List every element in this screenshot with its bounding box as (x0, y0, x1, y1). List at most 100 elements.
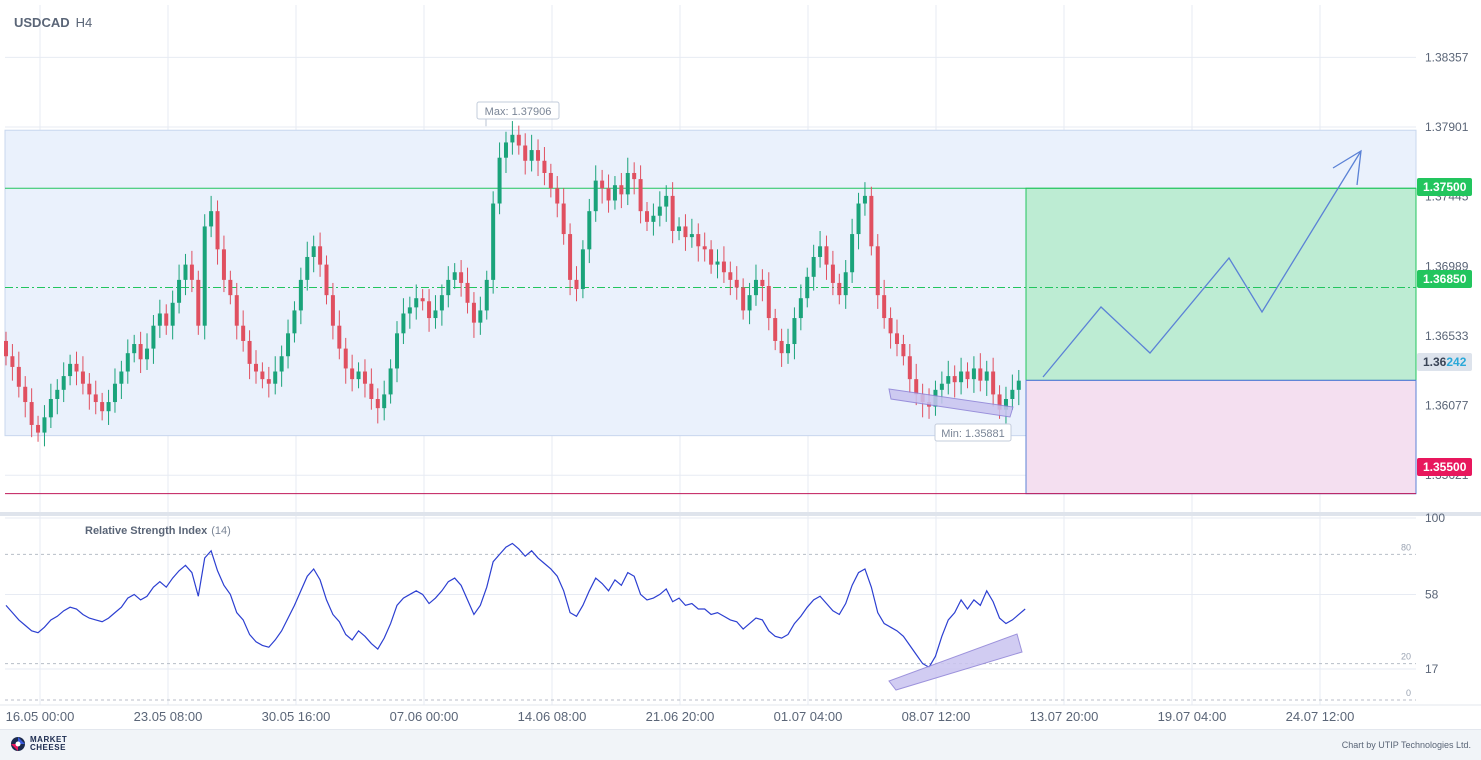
time-axis-tick: 14.06 08:00 (518, 709, 587, 724)
price-axis-tick: 1.36533 (1425, 329, 1469, 343)
candle-body (786, 344, 791, 354)
candle-body (824, 246, 829, 265)
market-cheese-logo[interactable]: MARKET CHEESE (10, 736, 67, 752)
candle-body (689, 234, 694, 238)
time-axis-tick: 13.07 20:00 (1030, 709, 1099, 724)
rsi-level-label: 20 (1401, 652, 1411, 662)
candle-body (74, 363, 79, 372)
candle-body (741, 287, 746, 311)
time-axis-tick: 07.06 00:00 (390, 709, 459, 724)
rsi-period: (14) (211, 525, 231, 537)
candle-body (311, 246, 316, 257)
candle-body (362, 371, 367, 384)
candle-body (773, 318, 778, 341)
candle-body (395, 333, 400, 369)
candle-body (619, 185, 624, 195)
max-label: Max: 1.37906 (485, 106, 552, 118)
candle-body (330, 295, 335, 326)
candle-body (997, 394, 1002, 410)
candle-body (503, 142, 508, 158)
candle-body (138, 344, 143, 360)
candle-body (145, 348, 150, 360)
candle-body (548, 172, 553, 189)
candle-body (420, 298, 425, 302)
candle-body (388, 368, 393, 395)
candle-body (991, 371, 996, 395)
candle-body (568, 234, 573, 280)
candle-body (850, 234, 855, 273)
candle-body (612, 185, 617, 201)
take-profit-label: 1.37500 (1417, 178, 1473, 196)
candle-body (901, 344, 906, 357)
candle-body (298, 279, 303, 311)
candle-body (677, 226, 682, 232)
max-box (476, 101, 560, 120)
candle-body (811, 256, 816, 277)
candle-body (721, 261, 726, 273)
candle-body (491, 203, 496, 280)
candle-body (683, 226, 688, 238)
candle-body (234, 295, 239, 326)
candle-body (279, 356, 284, 372)
candle-body (177, 279, 182, 303)
candle-body (414, 298, 419, 308)
rsi-axis-tick: 58 (1425, 587, 1439, 601)
candle-body (1016, 380, 1021, 390)
stop-loss-zone (1025, 379, 1417, 495)
candle-body (670, 195, 675, 232)
candle-body (10, 356, 15, 367)
candle-body (715, 261, 720, 265)
candle-body (209, 211, 214, 227)
candle-body (241, 325, 246, 341)
candle-body (753, 279, 758, 296)
candle-body (580, 249, 585, 290)
candle-body (318, 246, 323, 265)
candle-body (638, 179, 643, 212)
candle-body (427, 301, 432, 319)
candle-body (946, 376, 951, 384)
candle-body (23, 386, 28, 403)
candle-body (529, 150, 534, 161)
candle-body (93, 394, 98, 403)
logo-text: MARKET CHEESE (30, 735, 68, 752)
pane-separator (0, 512, 1481, 516)
price-axis-tick: 1.36077 (1425, 399, 1469, 413)
candle-body (343, 348, 348, 369)
candle-body (805, 276, 810, 299)
stop-loss-label: 1.35500 (1417, 458, 1473, 476)
time-axis-tick: 08.07 12:00 (902, 709, 971, 724)
candle-body (709, 249, 714, 265)
candle-body (132, 344, 137, 354)
candle-body (183, 264, 188, 280)
time-axis-tick: 30.05 16:00 (262, 709, 331, 724)
candle-body (100, 402, 105, 412)
candle-body (798, 298, 803, 319)
candle-body (266, 379, 271, 384)
candle-body (465, 282, 470, 303)
candle-body (375, 398, 380, 409)
candle-body (856, 203, 861, 235)
candle-body (1010, 389, 1015, 399)
candle-body (292, 310, 297, 334)
price-axis-tick: 1.36989 (1425, 259, 1469, 273)
forecast-arrowhead (1332, 149, 1362, 186)
candle-body (843, 272, 848, 296)
price-axis-tick: 1.38357 (1425, 50, 1469, 64)
candle-body (125, 353, 130, 372)
chart-canvas[interactable]: Max: 1.37906 Min: 1.35881 1.38357 1.37901 1.… (0, 0, 1481, 729)
candle-body (837, 282, 842, 296)
candle-body (253, 363, 258, 372)
candle-body (600, 180, 605, 189)
candle-body (119, 371, 124, 384)
candle-body (984, 371, 989, 381)
candle-body (939, 383, 944, 390)
candle-body (882, 295, 887, 319)
candle-body (29, 402, 34, 425)
candle-body (632, 172, 637, 180)
forecast-path (1042, 150, 1362, 378)
rsi-line (5, 542, 1026, 669)
price-divergence-channel (888, 388, 1014, 418)
candle-body (914, 379, 919, 395)
chart-credit: Chart by UTIP Technologies Ltd. (1341, 740, 1471, 750)
candle-body (48, 398, 53, 418)
